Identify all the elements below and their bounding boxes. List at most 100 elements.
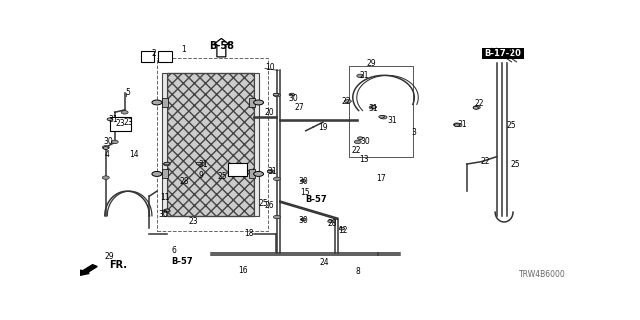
Circle shape bbox=[273, 177, 280, 180]
Text: 14: 14 bbox=[129, 150, 140, 159]
Text: 31: 31 bbox=[457, 120, 467, 129]
Circle shape bbox=[355, 140, 361, 144]
Bar bbox=[162, 73, 167, 216]
Circle shape bbox=[253, 172, 264, 176]
Circle shape bbox=[163, 162, 170, 166]
Text: 15: 15 bbox=[300, 188, 309, 197]
Text: 13: 13 bbox=[359, 155, 369, 164]
Text: 29: 29 bbox=[105, 252, 115, 261]
Text: 31: 31 bbox=[388, 116, 397, 125]
Circle shape bbox=[273, 93, 280, 97]
Text: 30: 30 bbox=[298, 177, 308, 186]
Circle shape bbox=[253, 100, 264, 105]
Text: 10: 10 bbox=[265, 63, 275, 72]
Bar bbox=[141, 52, 154, 62]
Text: 9: 9 bbox=[198, 171, 203, 180]
Text: 30: 30 bbox=[158, 210, 168, 219]
Text: 25: 25 bbox=[511, 160, 520, 169]
Circle shape bbox=[369, 106, 376, 109]
Text: 24: 24 bbox=[319, 258, 329, 267]
Circle shape bbox=[300, 218, 306, 221]
Text: 30: 30 bbox=[104, 137, 113, 146]
Text: 31: 31 bbox=[198, 160, 207, 169]
Text: 30: 30 bbox=[288, 93, 298, 102]
Circle shape bbox=[268, 170, 273, 173]
Text: 22: 22 bbox=[341, 97, 351, 106]
Text: 31: 31 bbox=[109, 115, 118, 124]
FancyArrow shape bbox=[79, 265, 97, 276]
Circle shape bbox=[356, 74, 364, 77]
Text: 21: 21 bbox=[359, 71, 369, 80]
Bar bbox=[253, 73, 259, 216]
Circle shape bbox=[164, 162, 170, 165]
Text: 20: 20 bbox=[264, 108, 274, 117]
Text: 2: 2 bbox=[152, 49, 157, 58]
Text: 31: 31 bbox=[268, 167, 277, 176]
Text: 26: 26 bbox=[264, 201, 274, 210]
Bar bbox=[482, 48, 524, 59]
Circle shape bbox=[111, 140, 118, 144]
Circle shape bbox=[103, 147, 109, 149]
Text: 23: 23 bbox=[115, 119, 125, 128]
Text: 7: 7 bbox=[508, 49, 513, 58]
Circle shape bbox=[473, 107, 479, 109]
Text: 4: 4 bbox=[105, 150, 109, 159]
Text: FR.: FR. bbox=[109, 260, 127, 270]
Text: 8: 8 bbox=[355, 267, 360, 276]
Text: 25: 25 bbox=[507, 121, 516, 130]
Circle shape bbox=[268, 170, 275, 173]
Circle shape bbox=[152, 100, 162, 105]
Circle shape bbox=[380, 116, 387, 119]
Circle shape bbox=[358, 137, 363, 140]
Circle shape bbox=[121, 111, 128, 114]
Text: 25: 25 bbox=[259, 199, 268, 209]
Bar bbox=[248, 98, 255, 107]
Circle shape bbox=[273, 215, 280, 219]
Circle shape bbox=[164, 209, 170, 212]
Circle shape bbox=[328, 220, 333, 223]
Circle shape bbox=[474, 106, 480, 109]
Text: 23: 23 bbox=[188, 218, 198, 227]
Text: 17: 17 bbox=[376, 174, 386, 183]
FancyArrow shape bbox=[213, 38, 229, 57]
Text: B-57: B-57 bbox=[171, 257, 193, 266]
Text: 12: 12 bbox=[338, 226, 348, 235]
Bar bbox=[228, 163, 246, 176]
Text: B-57: B-57 bbox=[305, 195, 326, 204]
Circle shape bbox=[454, 123, 460, 126]
Bar bbox=[248, 170, 255, 178]
Text: 18: 18 bbox=[244, 228, 254, 237]
Bar bbox=[162, 170, 168, 178]
Text: 23: 23 bbox=[124, 118, 133, 127]
Bar bbox=[349, 66, 413, 157]
Text: 11: 11 bbox=[161, 193, 170, 202]
Bar bbox=[157, 58, 269, 231]
Text: 5: 5 bbox=[125, 88, 131, 97]
Bar bbox=[110, 116, 131, 131]
Text: 29: 29 bbox=[367, 59, 376, 68]
Circle shape bbox=[163, 209, 170, 212]
Circle shape bbox=[273, 93, 278, 96]
Text: 25: 25 bbox=[218, 172, 227, 181]
Circle shape bbox=[102, 146, 109, 149]
Text: 28: 28 bbox=[328, 219, 337, 228]
Text: 3: 3 bbox=[412, 128, 416, 137]
Circle shape bbox=[289, 93, 294, 96]
Text: 19: 19 bbox=[318, 123, 328, 132]
Circle shape bbox=[152, 172, 162, 176]
Text: 30: 30 bbox=[298, 216, 308, 225]
Text: 1: 1 bbox=[182, 45, 186, 54]
Text: 16: 16 bbox=[237, 266, 247, 275]
Text: 6: 6 bbox=[172, 246, 177, 255]
Text: TRW4B6000: TRW4B6000 bbox=[519, 270, 566, 279]
Circle shape bbox=[344, 100, 351, 103]
Bar bbox=[162, 98, 168, 107]
Bar bbox=[167, 73, 253, 216]
Circle shape bbox=[102, 176, 109, 179]
Circle shape bbox=[371, 106, 376, 108]
Text: 30: 30 bbox=[360, 137, 370, 146]
Text: 28: 28 bbox=[179, 177, 189, 186]
Bar bbox=[158, 52, 172, 62]
Circle shape bbox=[198, 162, 205, 166]
Text: 31: 31 bbox=[369, 104, 378, 113]
